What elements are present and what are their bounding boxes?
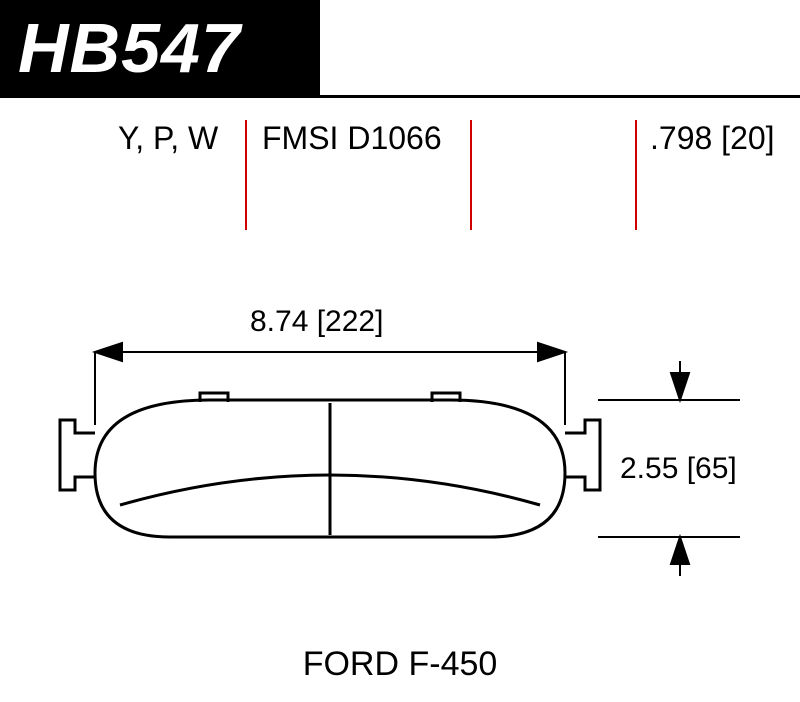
- spec-fmsi: FMSI D1066: [262, 120, 442, 157]
- header-divider: [0, 95, 800, 98]
- spec-divider-1: [245, 120, 247, 230]
- brake-pad-diagram: 8.74 [222] 2.55 [65]: [50, 305, 750, 635]
- spec-thickness: .798 [20]: [650, 120, 775, 157]
- spec-row: Y, P, W FMSI D1066 .798 [20]: [0, 120, 800, 230]
- width-label: 8.74 [222]: [250, 305, 383, 339]
- height-label: 2.55 [65]: [620, 452, 737, 486]
- spec-compounds: Y, P, W: [118, 120, 218, 157]
- vehicle-application: FORD F-450: [0, 645, 800, 684]
- spec-divider-2: [470, 120, 472, 230]
- spec-divider-3: [635, 120, 637, 230]
- header-bar: HB547: [0, 0, 320, 95]
- brake-pad-outline: [60, 393, 600, 537]
- part-number: HB547: [18, 8, 241, 88]
